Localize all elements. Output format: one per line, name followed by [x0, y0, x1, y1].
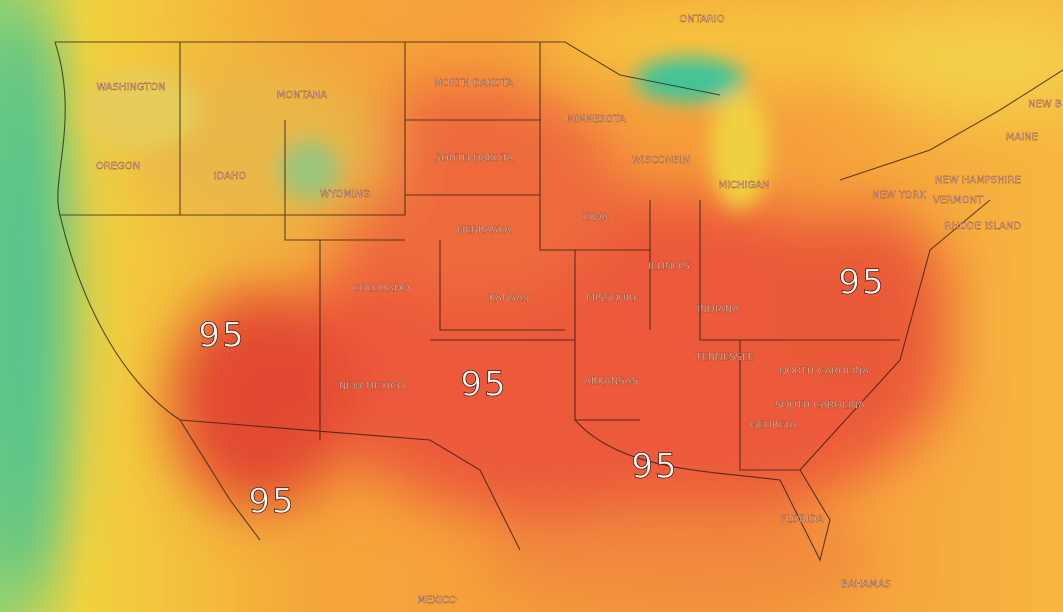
- region-label: INDIANA: [697, 304, 739, 315]
- region-label: MEXICO: [417, 595, 457, 606]
- region-label: RHODE ISLAND: [945, 221, 1022, 232]
- region-label: WISCONSIN: [632, 155, 690, 166]
- region-label: NEW MEXICO: [339, 381, 406, 392]
- region-label: FLORIDA: [780, 514, 823, 525]
- contour-label: 95: [248, 482, 295, 522]
- region-label: GEORGIA: [750, 420, 797, 431]
- region-label: SOUTH DAKOTA: [435, 153, 514, 164]
- region-label: NORTH DAKOTA: [435, 78, 514, 89]
- region-label: IDAHO: [214, 171, 247, 182]
- contour-label: 95: [838, 263, 885, 303]
- region-label: MISSOURI: [586, 293, 635, 304]
- region-label: VERMONT: [933, 195, 984, 206]
- contour-label: 95: [631, 447, 678, 487]
- region-label: KANSAS: [489, 293, 529, 304]
- region-label: BAHAMAS: [841, 579, 891, 590]
- borders: [54, 41, 1063, 562]
- region-label: WASHINGTON: [96, 82, 165, 93]
- region-label: OREGON: [96, 161, 140, 172]
- contour-label: 95: [198, 316, 245, 356]
- region-label: IOWA: [581, 212, 608, 223]
- region-label: MONTANA: [277, 90, 328, 101]
- region-label: WYOMING: [320, 189, 370, 200]
- region-label: NEW B: [1028, 99, 1062, 110]
- region-label: NORTH CAROLINA: [779, 366, 869, 377]
- region-label: MICHIGAN: [718, 180, 769, 191]
- region-label: NEW YORK: [872, 190, 926, 201]
- region-label: NEBRASKA: [457, 225, 511, 236]
- region-label: ILLINOIS: [648, 261, 690, 272]
- region-label: MAINE: [1006, 132, 1038, 143]
- region-label: MINNESOTA: [566, 114, 625, 125]
- region-label: NEW HAMPSHIRE: [935, 175, 1021, 186]
- contour-label: 95: [460, 365, 507, 405]
- region-label: SOUTH CAROLINA: [775, 400, 865, 411]
- region-label: TENNESSEE: [694, 352, 754, 363]
- cool-patches: [80, 58, 770, 210]
- region-label: ARKANSAS: [584, 376, 638, 387]
- region-label: ONTARIO: [679, 14, 724, 25]
- region-label: COLORADO: [353, 283, 410, 294]
